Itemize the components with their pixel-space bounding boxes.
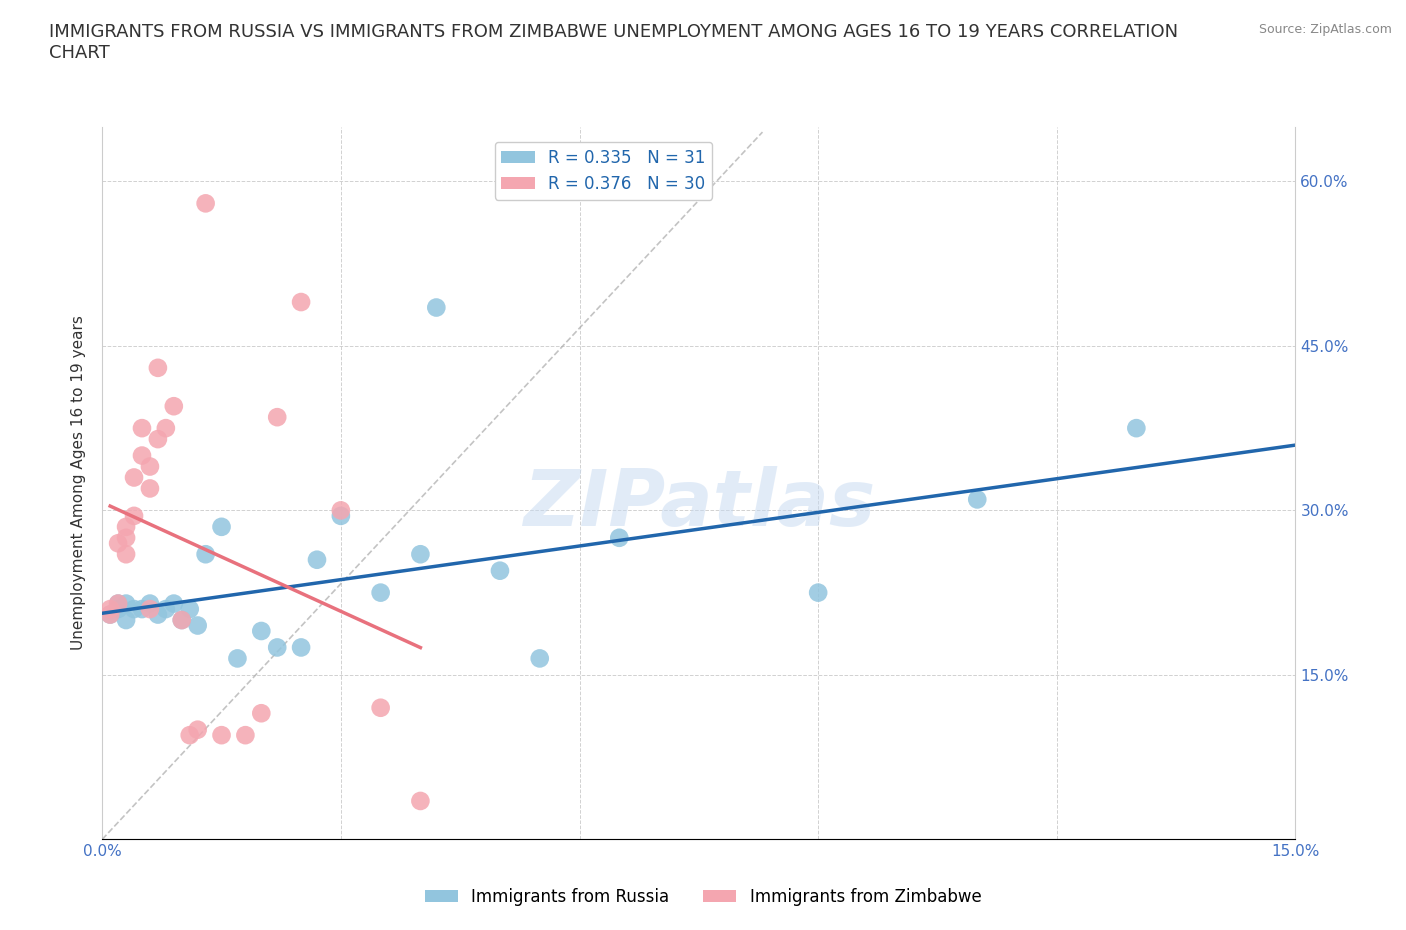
Point bbox=[139, 596, 162, 611]
Point bbox=[131, 420, 153, 435]
Point bbox=[146, 432, 169, 446]
Point bbox=[194, 547, 217, 562]
Point bbox=[131, 448, 153, 463]
Point bbox=[107, 596, 129, 611]
Point bbox=[122, 602, 145, 617]
Point bbox=[250, 706, 273, 721]
Point bbox=[107, 602, 129, 617]
Text: IMMIGRANTS FROM RUSSIA VS IMMIGRANTS FROM ZIMBABWE UNEMPLOYMENT AMONG AGES 16 TO: IMMIGRANTS FROM RUSSIA VS IMMIGRANTS FRO… bbox=[49, 23, 1178, 62]
Point bbox=[211, 728, 233, 743]
Point bbox=[115, 519, 138, 534]
Point bbox=[98, 607, 121, 622]
Point bbox=[179, 602, 201, 617]
Point bbox=[139, 459, 162, 474]
Point bbox=[139, 481, 162, 496]
Point bbox=[163, 399, 186, 414]
Point bbox=[607, 530, 630, 545]
Point bbox=[211, 519, 233, 534]
Point bbox=[409, 547, 432, 562]
Point bbox=[370, 700, 392, 715]
Text: Source: ZipAtlas.com: Source: ZipAtlas.com bbox=[1258, 23, 1392, 36]
Point bbox=[146, 607, 169, 622]
Y-axis label: Unemployment Among Ages 16 to 19 years: Unemployment Among Ages 16 to 19 years bbox=[72, 315, 86, 650]
Point bbox=[187, 618, 209, 633]
Point bbox=[107, 536, 129, 551]
Point bbox=[290, 640, 312, 655]
Point bbox=[226, 651, 249, 666]
Point bbox=[966, 492, 988, 507]
Legend: R = 0.335   N = 31, R = 0.376   N = 30: R = 0.335 N = 31, R = 0.376 N = 30 bbox=[495, 142, 711, 200]
Point bbox=[115, 530, 138, 545]
Point bbox=[115, 613, 138, 628]
Point bbox=[529, 651, 551, 666]
Point bbox=[489, 564, 512, 578]
Point bbox=[131, 602, 153, 617]
Point bbox=[98, 602, 121, 617]
Point bbox=[115, 547, 138, 562]
Point bbox=[370, 585, 392, 600]
Point bbox=[1125, 420, 1147, 435]
Point bbox=[290, 295, 312, 310]
Point bbox=[170, 613, 193, 628]
Point bbox=[163, 596, 186, 611]
Point bbox=[329, 503, 352, 518]
Point bbox=[194, 196, 217, 211]
Point bbox=[139, 602, 162, 617]
Point bbox=[98, 607, 121, 622]
Point bbox=[179, 728, 201, 743]
Text: ZIPatlas: ZIPatlas bbox=[523, 466, 875, 542]
Point bbox=[235, 728, 257, 743]
Point bbox=[266, 640, 288, 655]
Point bbox=[155, 602, 177, 617]
Point bbox=[409, 793, 432, 808]
Point bbox=[425, 300, 447, 315]
Point bbox=[107, 596, 129, 611]
Point bbox=[122, 509, 145, 524]
Point bbox=[146, 361, 169, 376]
Point bbox=[155, 420, 177, 435]
Point bbox=[115, 596, 138, 611]
Legend: Immigrants from Russia, Immigrants from Zimbabwe: Immigrants from Russia, Immigrants from … bbox=[418, 881, 988, 912]
Point bbox=[305, 552, 328, 567]
Point bbox=[807, 585, 830, 600]
Point bbox=[187, 723, 209, 737]
Point bbox=[266, 410, 288, 425]
Point bbox=[329, 509, 352, 524]
Point bbox=[122, 470, 145, 485]
Point bbox=[170, 613, 193, 628]
Point bbox=[250, 623, 273, 638]
